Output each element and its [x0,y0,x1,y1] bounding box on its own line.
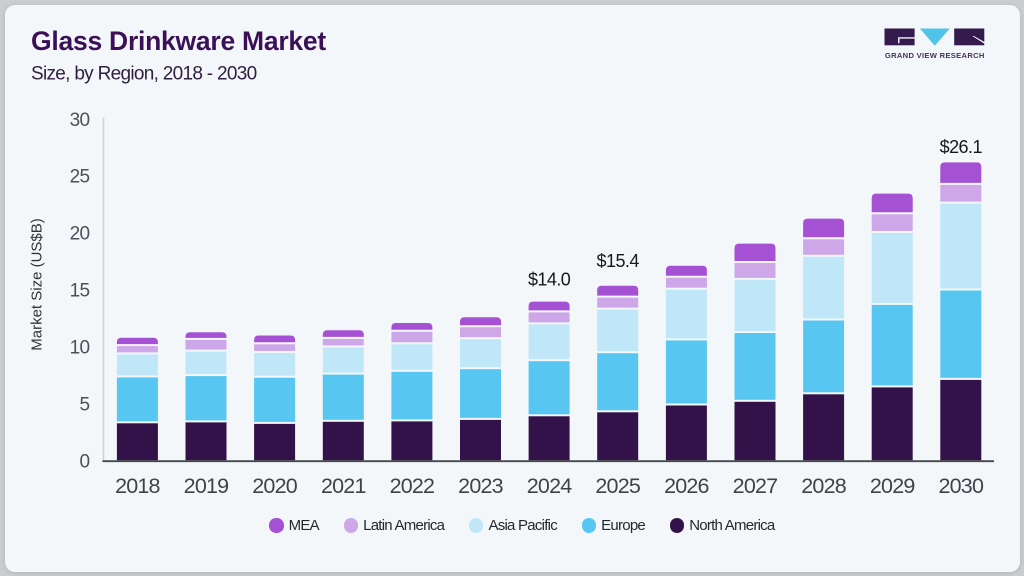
svg-text:$15.4: $15.4 [596,251,639,271]
svg-text:30: 30 [69,109,89,130]
svg-text:2020: 2020 [252,474,297,498]
svg-text:2018: 2018 [115,474,160,498]
svg-text:2027: 2027 [732,474,777,498]
svg-text:2025: 2025 [595,474,640,498]
svg-text:Market Size (US$B): Market Size (US$B) [28,218,45,351]
svg-text:2026: 2026 [664,474,709,498]
svg-text:25: 25 [69,166,89,187]
svg-text:2024: 2024 [526,474,571,498]
svg-text:0: 0 [79,451,89,472]
svg-text:2030: 2030 [938,474,983,498]
svg-text:Size, by Region, 2018 - 2030: Size, by Region, 2018 - 2030 [31,63,257,84]
svg-text:2028: 2028 [801,474,846,498]
svg-text:15: 15 [69,280,89,301]
svg-text:$14.0: $14.0 [527,269,570,289]
svg-text:20: 20 [69,223,89,244]
svg-text:2019: 2019 [183,474,228,498]
svg-text:Glass Drinkware Market: Glass Drinkware Market [31,26,326,56]
svg-text:2023: 2023 [458,474,503,498]
svg-text:2021: 2021 [320,474,365,498]
svg-text:2022: 2022 [389,474,434,498]
svg-text:GRAND VIEW RESEARCH: GRAND VIEW RESEARCH [884,51,984,60]
svg-text:10: 10 [69,337,89,358]
svg-text:$26.1: $26.1 [939,137,982,157]
svg-text:2029: 2029 [869,474,914,498]
svg-text:5: 5 [79,394,89,415]
